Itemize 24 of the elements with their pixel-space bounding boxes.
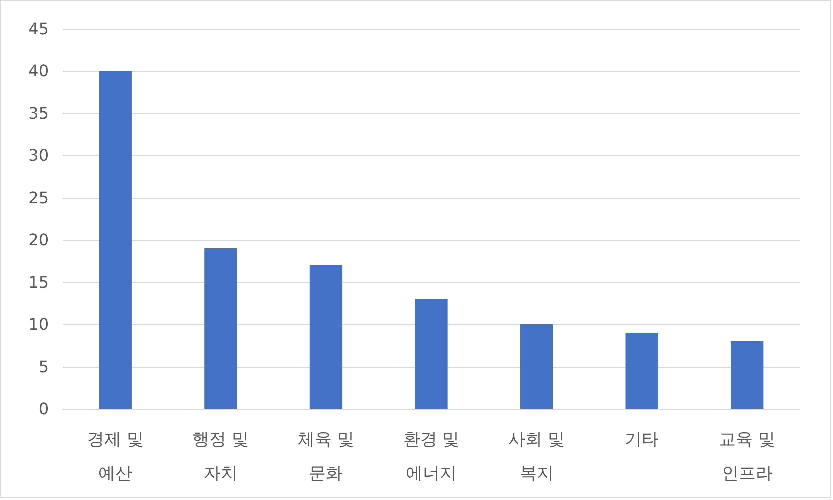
- y-tick-label: 15: [28, 272, 49, 292]
- x-tick-label: 기타: [625, 430, 660, 450]
- bar: [520, 324, 554, 409]
- bar: [310, 265, 343, 409]
- y-tick-label: 20: [28, 230, 49, 250]
- y-tick-label: 5: [38, 357, 49, 376]
- y-tick-label: 40: [28, 62, 49, 81]
- x-tick-label: 행정 및 자치: [192, 430, 250, 484]
- x-tick-label: 사회 및 복지: [508, 430, 565, 484]
- bar: [204, 248, 238, 409]
- y-tick-label: 10: [28, 315, 49, 334]
- y-tick-label: 0: [38, 400, 49, 418]
- y-tick-label: 35: [28, 104, 49, 123]
- x-tick-label: 경제 및 예산: [87, 430, 144, 484]
- y-tick-label: 25: [28, 188, 49, 208]
- x-tick-label: 교육 및 인프라: [719, 430, 776, 484]
- bar: [626, 333, 658, 409]
- bar: [99, 71, 132, 409]
- y-tick-label: 30: [28, 146, 49, 166]
- bar: [731, 341, 764, 409]
- bar: [415, 299, 448, 409]
- x-tick-label: 환경 및 에너지: [403, 430, 460, 484]
- x-tick-label: 체육 및 문화: [298, 430, 354, 484]
- y-tick-label: 45: [28, 20, 49, 38]
